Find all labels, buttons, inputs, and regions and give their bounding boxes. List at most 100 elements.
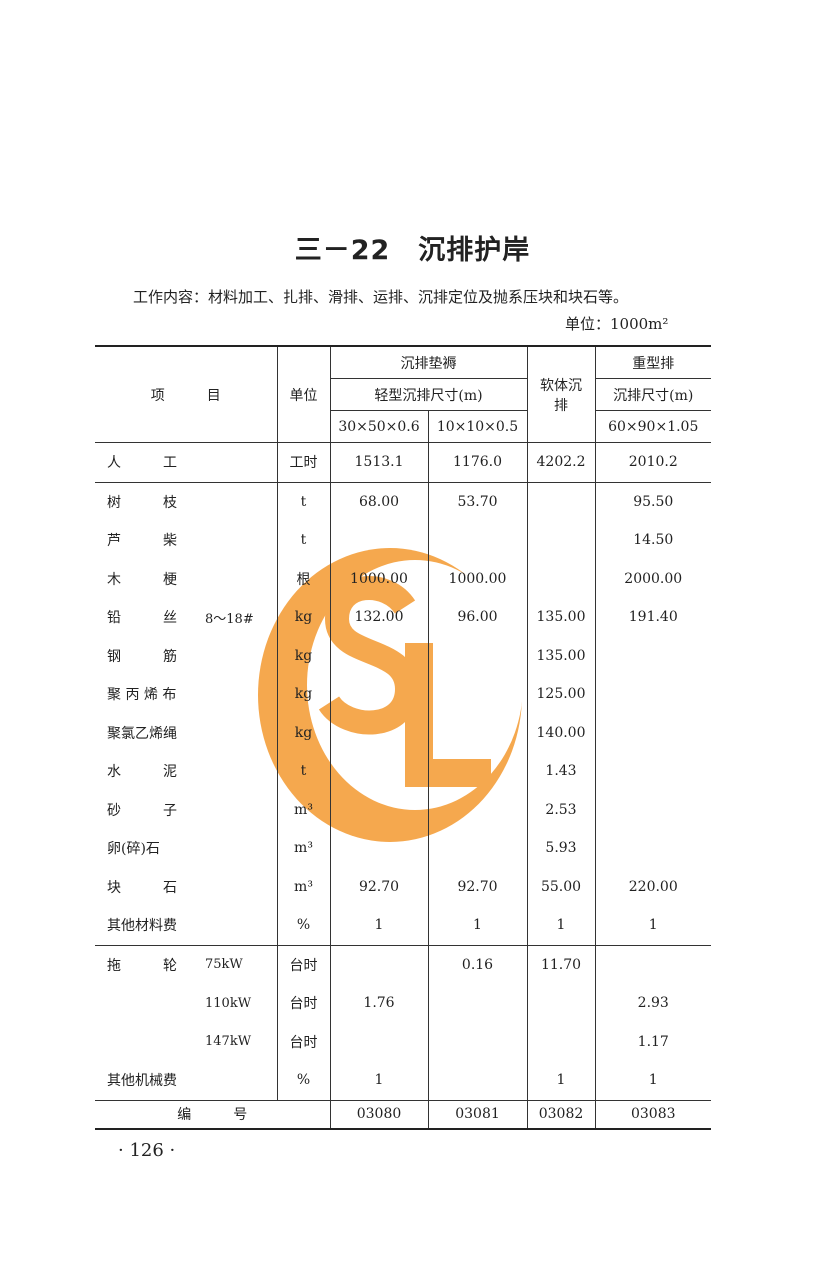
- row-value: [526, 559, 595, 598]
- row-value: [526, 984, 595, 1023]
- row-unit: 根: [276, 559, 330, 598]
- row-value: 1513.1: [329, 442, 428, 482]
- table-row: 拖 轮 75kW 台时 0.16 11.70: [95, 944, 711, 984]
- table-row: 147kW 台时 1.17: [95, 1022, 711, 1062]
- row-item: 芦 柴: [107, 533, 177, 550]
- row-item: 水 泥: [107, 764, 177, 781]
- row-value: [427, 829, 527, 868]
- row-value: 1: [427, 906, 527, 945]
- table-row: 聚 丙 烯 布 kg 125.00: [95, 675, 711, 714]
- row-value: 5.93: [526, 829, 595, 868]
- row-unit: %: [276, 1061, 330, 1100]
- row-value: [329, 752, 428, 791]
- row-spec: [205, 482, 277, 521]
- row-value: 135.00: [526, 598, 595, 637]
- work-content: 工作内容：材料加工、扎排、滑排、运排、沉排定位及抛系压块和块石等。: [133, 288, 629, 306]
- row-item: 铅 丝: [107, 610, 177, 627]
- table-row: 水 泥 t 1.43: [95, 752, 711, 791]
- row-unit: 台时: [276, 944, 330, 984]
- row-spec: [205, 829, 277, 868]
- row-value: [594, 790, 711, 829]
- code-cell: 03080: [329, 1099, 428, 1130]
- row-value: [329, 944, 428, 984]
- row-value: 11.70: [526, 944, 595, 984]
- table-row: 其他机械费% 1 1 1: [95, 1061, 711, 1100]
- code-cell: 03081: [427, 1099, 527, 1130]
- header-item: 项 目: [95, 345, 278, 443]
- row-value: [329, 636, 428, 675]
- table-row: 块 石 m³ 92.70 92.70 55.00 220.00: [95, 867, 711, 907]
- row-value: 135.00: [526, 636, 595, 675]
- row-value: [594, 752, 711, 791]
- row-value: 1: [526, 1061, 595, 1100]
- row-unit: t: [276, 482, 330, 521]
- row-value: [329, 829, 428, 868]
- row-value: 220.00: [594, 867, 711, 906]
- table-row: 砂 子 m³ 2.53: [95, 790, 711, 829]
- row-unit: t: [276, 521, 330, 560]
- row-item: 块 石: [107, 879, 177, 896]
- code-cell: 03082: [526, 1099, 595, 1130]
- row-value: 1.43: [526, 752, 595, 791]
- header-group4: 重型排: [594, 345, 711, 379]
- row-value: 1.76: [329, 984, 428, 1023]
- quota-table: 项 目 单位 沉排垫褥 软体沉排 重型排 轻型沉排尺寸(m) 沉排尺寸(m) 3…: [95, 345, 711, 1130]
- row-item: 聚氯乙烯绳: [107, 725, 177, 742]
- row-value: 2.93: [594, 984, 711, 1023]
- row-value: [594, 675, 711, 714]
- row-value: 140.00: [526, 713, 595, 752]
- row-value: [594, 944, 711, 984]
- row-item: 卵(碎)石: [107, 841, 160, 858]
- row-spec: [205, 675, 277, 714]
- row-value: 2.53: [526, 790, 595, 829]
- table-row: 木 梗根 1000.00 1000.00 2000.00: [95, 559, 711, 598]
- row-item: [95, 1023, 205, 1062]
- row-value: [594, 636, 711, 675]
- row-value: 53.70: [427, 482, 527, 521]
- row-value: 92.70: [427, 867, 527, 906]
- row-value: [427, 521, 527, 560]
- row-spec: 110kW: [205, 995, 252, 1011]
- table-row: 铅 丝 8～18# kg 132.00 96.00 135.00 191.40: [95, 598, 711, 637]
- row-value: 0.16: [427, 944, 527, 984]
- row-value: 14.50: [594, 521, 711, 560]
- row-value: [526, 482, 595, 521]
- row-unit: m³: [276, 867, 330, 906]
- row-value: 1: [594, 1061, 711, 1100]
- row-unit: kg: [276, 675, 330, 714]
- row-value: 1000.00: [329, 559, 428, 598]
- row-item: 其他材料费: [107, 918, 177, 935]
- row-item: 人 工: [107, 455, 177, 472]
- row-unit: kg: [276, 598, 330, 637]
- row-value: 1: [594, 906, 711, 945]
- code-cell: 03083: [594, 1099, 711, 1130]
- page-number: · 126 ·: [118, 1140, 176, 1161]
- header-col2: 10×10×0.5: [427, 410, 528, 443]
- row-spec: 8～18#: [205, 611, 254, 627]
- row-value: [329, 713, 428, 752]
- row-value: 132.00: [329, 598, 428, 637]
- row-value: 1: [329, 906, 428, 945]
- header-unit: 单位: [276, 345, 331, 443]
- row-unit: t: [276, 752, 330, 791]
- row-value: 1176.0: [427, 442, 527, 482]
- row-item: 木 梗: [107, 571, 177, 588]
- row-value: [427, 984, 527, 1023]
- row-item: [95, 984, 205, 1023]
- row-spec: [205, 637, 277, 676]
- row-value: 4202.2: [526, 442, 595, 482]
- table-row: 钢 筋 kg 135.00: [95, 636, 711, 676]
- row-value: [526, 1022, 595, 1061]
- row-item: 聚 丙 烯 布: [107, 687, 177, 704]
- row-value: [427, 1061, 527, 1100]
- row-value: 1: [329, 1061, 428, 1100]
- row-spec: [205, 752, 277, 791]
- row-item: 拖 轮: [95, 944, 205, 984]
- row-value: 96.00: [427, 598, 527, 637]
- row-spec: [205, 868, 277, 907]
- row-value: [427, 636, 527, 675]
- row-spec: [205, 443, 277, 483]
- row-value: 95.50: [594, 482, 711, 521]
- row-value: [594, 829, 711, 868]
- row-value: [594, 713, 711, 752]
